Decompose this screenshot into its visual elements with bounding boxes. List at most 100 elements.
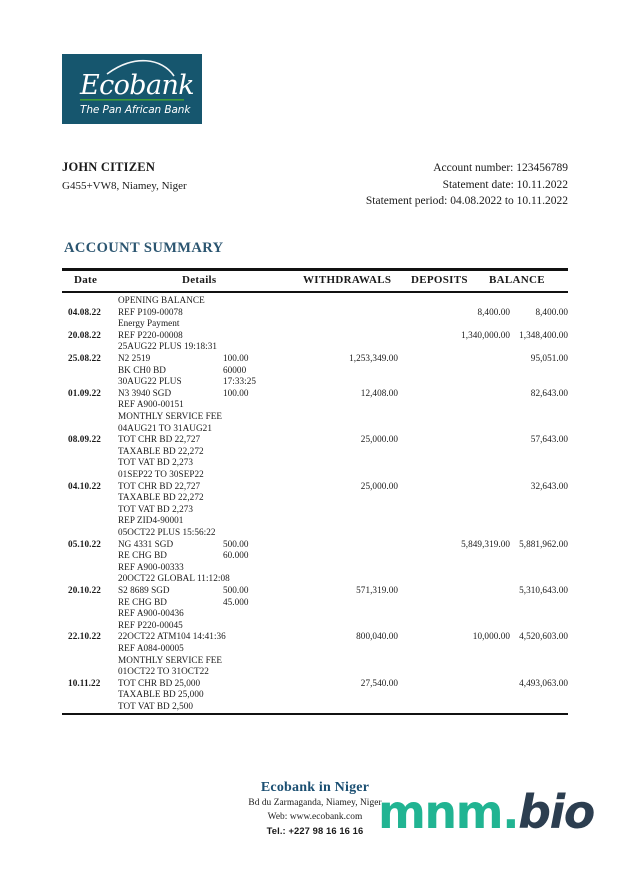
row-date: 01.09.22	[68, 387, 101, 398]
table-row: 25.08.22 N2 2519 100.00 BK CH0 BD 60000 30AUG…	[62, 353, 568, 388]
row-date: 22.10.22	[68, 631, 101, 642]
row-date: 10.11.22	[68, 677, 101, 688]
detail-text: TAXABLE BD 22,272	[118, 445, 204, 456]
row-detail-line: RE CHG BD 60.000	[118, 550, 333, 562]
row-detail-line: 01OCT22 TO 31OCT22	[118, 666, 333, 678]
row-date: 25.08.22	[68, 352, 101, 363]
detail-text: REF A900-00436	[118, 608, 184, 619]
row-detail-line: TOT VAT BD 2,273	[118, 457, 333, 469]
detail-text: TAXABLE BD 22,272	[118, 492, 204, 503]
row-withdrawal-amount: 12,408.00	[360, 387, 398, 398]
row-balance-amount: 57,643.00	[530, 434, 568, 445]
row-detail-line: REF A900-00151	[118, 399, 333, 411]
column-header-balance: BALANCE	[489, 273, 545, 286]
row-date: 08.09.22	[68, 434, 101, 445]
row-withdrawal-amount: 571,319.00	[356, 584, 398, 595]
row-detail-line: MONTHLY SERVICE FEE	[118, 655, 333, 667]
detail-text: RE CHG BD	[118, 596, 167, 607]
row-deposit-amount: 10,000.00	[472, 631, 510, 642]
detail-amount: 60000	[223, 364, 247, 375]
row-balance-amount: 82,643.00	[530, 387, 568, 398]
detail-text: 05OCT22 PLUS 15:56:22	[118, 526, 216, 537]
row-detail-line: 25AUG22 PLUS 19:18:31	[118, 341, 333, 353]
logo-artwork: Ecobank The Pan African Bank	[79, 59, 195, 116]
detail-text: Energy Payment	[118, 318, 180, 329]
detail-text: MONTHLY SERVICE FEE	[118, 654, 223, 665]
detail-text: REF P220-00045	[118, 619, 183, 630]
row-detail-line: Energy Payment	[118, 318, 333, 330]
logo-top-strip	[62, 48, 202, 54]
row-detail-line: MONTHLY SERVICE FEE	[118, 411, 333, 423]
account-number: Account number: 123456789	[433, 162, 568, 174]
row-date: 20.10.22	[68, 584, 101, 595]
detail-amount: 500.00	[223, 538, 249, 549]
table-top-rule	[62, 268, 568, 271]
row-detail-line: REF P109-00078	[118, 307, 333, 319]
column-header-date: Date	[74, 273, 98, 286]
table-bottom-rule	[62, 712, 568, 716]
table-row: 20.10.22 S2 8689 SGD 500.00 RE CHG BD 45.000…	[62, 585, 568, 631]
detail-text: BK CH0 BD	[118, 364, 166, 375]
footer-title: Ecobank in Niger	[260, 780, 370, 795]
table-row: 20.08.22 Energy Payment REF P220-00008 25AU…	[62, 318, 568, 353]
row-date: 04.08.22	[68, 306, 101, 317]
svg-text:The Pan African Bank: The Pan African Bank	[80, 104, 191, 116]
row-detail-line: 05OCT22 PLUS 15:56:22	[118, 527, 333, 539]
row-detail-line: 20OCT22 GLOBAL 11:12:08	[118, 573, 333, 585]
row-details: OPENING BALANCE REF P109-00078	[118, 295, 333, 318]
detail-text: REF A900-00151	[118, 399, 184, 410]
row-balance-amount: 95,051.00	[530, 352, 568, 363]
row-detail-line: RE CHG BD 45.000	[118, 597, 333, 609]
detail-text: TOT VAT BD 2,500	[118, 700, 193, 711]
detail-text: REF A900-00333	[118, 561, 184, 572]
row-date: 20.08.22	[68, 329, 101, 340]
detail-amount: 100.00	[223, 387, 249, 398]
column-header-details: Details	[182, 273, 217, 286]
row-withdrawal-amount: 25,000.00	[360, 480, 398, 491]
row-date: 04.10.22	[68, 480, 101, 491]
watermark-dot: .	[502, 785, 519, 839]
row-withdrawal-amount: 1,253,349.00	[349, 352, 398, 363]
row-deposit-amount: 8,400.00	[477, 306, 510, 317]
table-header-row: Date Details WITHDRAWALS DEPOSITS BALANC…	[62, 271, 568, 291]
row-balance-amount: 1,348,400.00	[519, 329, 568, 340]
footer-address: Bd du Zarmaganda, Niamey, Niger	[248, 798, 382, 808]
detail-text: REP ZID4-90001	[118, 515, 184, 526]
table-row: 05.10.22 NG 4331 SGD 500.00 RE CHG BD 60.000…	[62, 539, 568, 585]
detail-text: 20OCT22 GLOBAL 11:12:08	[118, 573, 230, 584]
customer-address: G455+VW8, Niamey, Niger	[62, 180, 187, 192]
detail-text: 25AUG22 PLUS 19:18:31	[118, 341, 218, 352]
section-title: ACCOUNT SUMMARY	[64, 240, 224, 256]
table-header-rule	[62, 290, 568, 293]
row-details: N2 2519 100.00 BK CH0 BD 60000 30AUG22 PLUS 1…	[118, 353, 333, 388]
detail-text: 04AUG21 TO 31AUG21	[118, 422, 212, 433]
table-row: 08.09.22 TOT CHR BD 22,727 TAXABLE BD 22,2…	[62, 434, 568, 480]
row-detail-line: 01SEP22 TO 30SEP22	[118, 469, 333, 481]
row-detail-line: TOT VAT BD 2,273	[118, 504, 333, 516]
row-detail-line: N2 2519 100.00	[118, 353, 333, 365]
table-row: 04.10.22 TOT CHR BD 22,727 TAXABLE BD 22,2…	[62, 481, 568, 539]
detail-amount: 17:33:25	[223, 376, 257, 387]
mnm-bio-watermark: mnm.bio	[378, 785, 595, 839]
column-header-deposits: DEPOSITS	[411, 273, 468, 286]
detail-text: REF P220-00008	[118, 329, 183, 340]
row-deposit-amount: 1,340,000.00	[461, 329, 510, 340]
row-withdrawal-amount: 25,000.00	[360, 434, 398, 445]
row-balance-amount: 4,493,063.00	[519, 677, 568, 688]
page-footer: Ecobank in Niger Bd du Zarmaganda, Niame…	[0, 778, 630, 838]
svg-text:Ecobank: Ecobank	[79, 70, 194, 101]
row-details: TOT CHR BD 25,000 TAXABLE BD 25,000 TOT VA…	[118, 678, 333, 713]
detail-amount: 100.00	[223, 352, 249, 363]
row-detail-line: 04AUG21 TO 31AUG21	[118, 423, 333, 435]
table-row: 10.11.22 TOT CHR BD 25,000 TAXABLE BD 25,0…	[62, 678, 568, 713]
detail-text: NG 4331 SGD	[118, 538, 174, 549]
detail-text: REF A084-00005	[118, 642, 184, 653]
logo-background	[62, 54, 202, 124]
detail-text: S2 8689 SGD	[118, 584, 170, 595]
row-details: TOT CHR BD 22,727 TAXABLE BD 22,272 TOT VA…	[118, 481, 333, 539]
row-detail-line: REF P220-00008	[118, 330, 333, 342]
detail-text: TOT CHR BD 25,000	[118, 677, 201, 688]
row-detail-line: 30AUG22 PLUS 17:33:25	[118, 376, 333, 388]
row-detail-line: TOT CHR BD 25,000	[118, 678, 333, 690]
